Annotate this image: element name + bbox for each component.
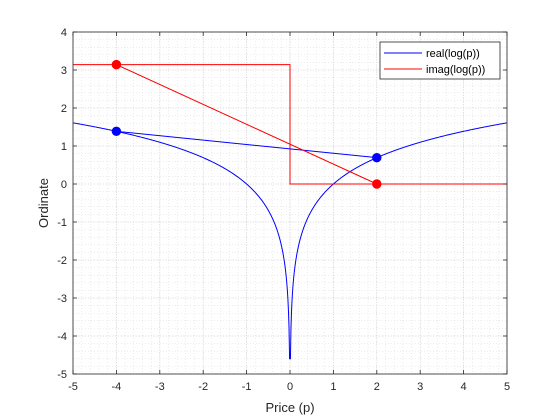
- x-tick-label: 4: [461, 381, 467, 393]
- data-marker-1: [372, 152, 382, 163]
- x-tick-label: 0: [287, 381, 293, 393]
- x-tick-label: 1: [330, 381, 336, 393]
- x-tick-label: 5: [504, 381, 510, 393]
- x-axis-label: Price (p): [265, 400, 314, 415]
- x-tick-label: -2: [198, 381, 208, 393]
- chord-line-0: [116, 130, 377, 159]
- y-tick-label: 1: [61, 141, 67, 153]
- tick-labels: -5 -4 -3 -2 -1 0 1 2 3 4 5 -5 -4 -3 -2 -1 0 1 2 3 4: [57, 27, 510, 393]
- ticks: [72, 31, 508, 375]
- y-tick-label: -3: [57, 293, 67, 305]
- chord-line-1: [116, 64, 378, 185]
- y-tick-label: 2: [61, 103, 67, 115]
- legend: real(log(p)) imag(log(p)): [379, 41, 501, 80]
- y-tick-label: 4: [61, 27, 67, 39]
- y-tick-label: 0: [61, 179, 67, 191]
- legend-label-imag: imag(log(p)): [426, 64, 485, 76]
- y-tick-label: -1: [57, 217, 67, 229]
- data-marker-0: [111, 126, 122, 137]
- y-axis-label: Ordinate: [36, 178, 51, 228]
- series-imag-log-line: [73, 64, 507, 185]
- y-tick-label: 3: [61, 65, 67, 77]
- legend-box: [379, 41, 501, 80]
- x-tick-label: -5: [68, 381, 78, 393]
- y-tick-label: -4: [57, 331, 67, 343]
- data-marker-3: [372, 179, 382, 189]
- x-tick-label: -3: [155, 381, 165, 393]
- y-tick-label: -2: [57, 255, 67, 267]
- legend-label-real: real(log(p)): [426, 48, 480, 60]
- y-tick-label: -5: [57, 369, 67, 381]
- x-tick-label: -4: [112, 381, 122, 393]
- series-layer: [72, 59, 508, 360]
- x-tick-label: 3: [417, 381, 423, 393]
- x-tick-label: 2: [374, 381, 380, 393]
- data-marker-2: [111, 59, 122, 70]
- x-tick-label: -1: [242, 381, 252, 393]
- series-real-log-line: [72, 122, 508, 360]
